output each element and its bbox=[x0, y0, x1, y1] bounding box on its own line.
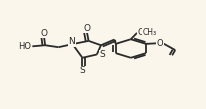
Text: S: S bbox=[99, 50, 105, 59]
Text: O: O bbox=[83, 24, 90, 32]
Text: O: O bbox=[157, 39, 163, 48]
Text: O: O bbox=[138, 28, 144, 37]
Text: CH₃: CH₃ bbox=[142, 28, 156, 37]
Text: HO: HO bbox=[18, 42, 31, 51]
Text: S: S bbox=[80, 66, 85, 75]
Text: OH: OH bbox=[19, 42, 32, 51]
Text: N: N bbox=[68, 37, 75, 46]
Text: O: O bbox=[41, 29, 48, 38]
